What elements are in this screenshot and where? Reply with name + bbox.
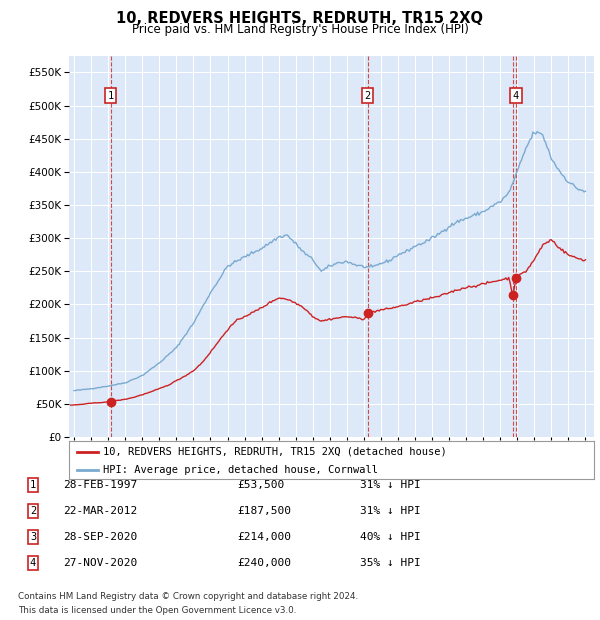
Text: 27-NOV-2020: 27-NOV-2020 — [63, 558, 137, 568]
Text: 28-SEP-2020: 28-SEP-2020 — [63, 532, 137, 542]
Text: 31% ↓ HPI: 31% ↓ HPI — [360, 506, 421, 516]
Text: 2: 2 — [30, 506, 36, 516]
Text: 4: 4 — [513, 91, 519, 101]
Text: Contains HM Land Registry data © Crown copyright and database right 2024.: Contains HM Land Registry data © Crown c… — [18, 592, 358, 601]
Text: 10, REDVERS HEIGHTS, REDRUTH, TR15 2XQ (detached house): 10, REDVERS HEIGHTS, REDRUTH, TR15 2XQ (… — [103, 447, 447, 457]
Text: Price paid vs. HM Land Registry's House Price Index (HPI): Price paid vs. HM Land Registry's House … — [131, 23, 469, 36]
Text: 1: 1 — [107, 91, 114, 101]
Text: 10, REDVERS HEIGHTS, REDRUTH, TR15 2XQ: 10, REDVERS HEIGHTS, REDRUTH, TR15 2XQ — [116, 11, 484, 25]
Text: 22-MAR-2012: 22-MAR-2012 — [63, 506, 137, 516]
Text: 31% ↓ HPI: 31% ↓ HPI — [360, 480, 421, 490]
Text: This data is licensed under the Open Government Licence v3.0.: This data is licensed under the Open Gov… — [18, 606, 296, 615]
Text: £187,500: £187,500 — [237, 506, 291, 516]
Text: £240,000: £240,000 — [237, 558, 291, 568]
Text: 28-FEB-1997: 28-FEB-1997 — [63, 480, 137, 490]
Text: 35% ↓ HPI: 35% ↓ HPI — [360, 558, 421, 568]
Text: 4: 4 — [30, 558, 36, 568]
Text: 2: 2 — [365, 91, 371, 101]
Text: 40% ↓ HPI: 40% ↓ HPI — [360, 532, 421, 542]
Text: 3: 3 — [30, 532, 36, 542]
Text: £214,000: £214,000 — [237, 532, 291, 542]
Text: £53,500: £53,500 — [237, 480, 284, 490]
Text: 1: 1 — [30, 480, 36, 490]
Text: HPI: Average price, detached house, Cornwall: HPI: Average price, detached house, Corn… — [103, 466, 378, 476]
